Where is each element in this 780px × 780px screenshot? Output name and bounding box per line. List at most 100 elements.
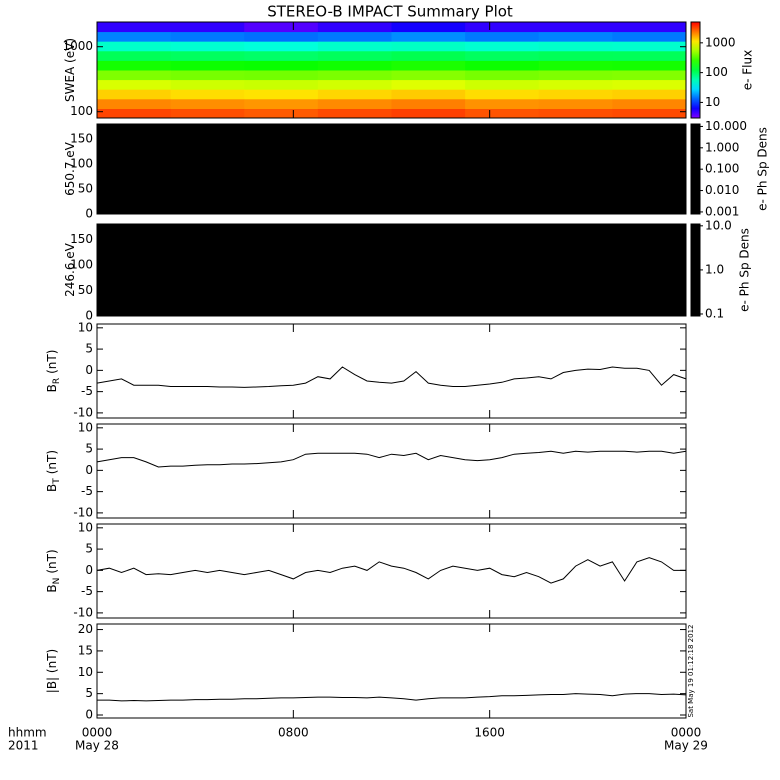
y-tick-label: 100 bbox=[70, 157, 93, 171]
flux-cell bbox=[391, 41, 466, 52]
flux-cell bbox=[465, 89, 540, 100]
y-label-sub: N bbox=[52, 578, 62, 585]
flux-cell bbox=[465, 98, 540, 110]
panel-frame bbox=[96, 623, 687, 719]
flux-cell bbox=[538, 60, 613, 71]
y-tick-label: 0 bbox=[85, 563, 93, 577]
flux-cell bbox=[391, 31, 466, 42]
field-trace bbox=[96, 557, 686, 584]
y-label-main: SWEA (eV) bbox=[63, 38, 77, 102]
flux-cell bbox=[170, 41, 245, 52]
colorbar bbox=[690, 123, 701, 215]
flux-cell bbox=[538, 108, 613, 119]
flux-cell bbox=[465, 60, 540, 71]
flux-cell bbox=[244, 41, 319, 52]
colorbar-tick-label: 0.010 bbox=[705, 183, 739, 197]
y-tick-label: 5 bbox=[85, 686, 93, 700]
flux-cell bbox=[391, 60, 466, 71]
x-tick-label: 0000 bbox=[82, 726, 113, 740]
flux-cell bbox=[391, 79, 466, 90]
flux-cell bbox=[538, 50, 613, 61]
flux-cell bbox=[465, 79, 540, 90]
y-tick-label: 5 bbox=[85, 342, 93, 356]
y-tick-label: 10 bbox=[78, 320, 93, 334]
colorbar-tick-label: 0.100 bbox=[705, 162, 739, 176]
colorbar-tick-label: 1.000 bbox=[705, 140, 739, 154]
flux-cell bbox=[612, 98, 687, 110]
flux-cell bbox=[170, 79, 245, 90]
colorbar-tick-label: 10 bbox=[705, 95, 720, 109]
flux-cell bbox=[244, 108, 319, 119]
flux-cell bbox=[317, 98, 392, 110]
x-tick-label: 0000 bbox=[671, 726, 702, 740]
panel-frame bbox=[96, 323, 687, 419]
panel-frame bbox=[96, 523, 687, 619]
y-axis-label: BT (nT) bbox=[45, 450, 62, 492]
timestamp: Sat May 19 01:12:18 2012 bbox=[687, 624, 695, 717]
flux-cell bbox=[612, 50, 687, 61]
y-label-unit: (nT) bbox=[45, 450, 59, 474]
y-label-sub: T bbox=[52, 478, 62, 485]
flux-cell bbox=[170, 31, 245, 42]
flux-cell bbox=[538, 79, 613, 90]
panel-frame bbox=[96, 21, 687, 119]
flux-cell bbox=[97, 108, 172, 119]
y-tick-label: 50 bbox=[78, 182, 93, 196]
colorbar-tick-label: 10.0 bbox=[705, 218, 732, 232]
flux-cell bbox=[317, 70, 392, 81]
flux-cell bbox=[317, 108, 392, 119]
y-label-unit: (nT) bbox=[45, 549, 59, 573]
flux-cell bbox=[97, 98, 172, 110]
flux-cell bbox=[170, 50, 245, 61]
flux-cell bbox=[538, 22, 613, 33]
y-tick-label: 50 bbox=[78, 283, 93, 297]
flux-cell bbox=[391, 70, 466, 81]
pitch-angle-image bbox=[97, 224, 686, 316]
y-tick-label: 0 bbox=[85, 708, 93, 722]
y-tick-label: 5 bbox=[85, 542, 93, 556]
flux-cell bbox=[391, 22, 466, 33]
flux-cell bbox=[244, 22, 319, 33]
y-tick-label: 0 bbox=[85, 207, 93, 221]
colorbar-tick-label: 1.0 bbox=[705, 262, 724, 276]
flux-cell bbox=[170, 22, 245, 33]
flux-cell bbox=[391, 89, 466, 100]
colorbar-label: e- Flux bbox=[741, 50, 755, 90]
flux-cell bbox=[538, 89, 613, 100]
flux-cell bbox=[317, 50, 392, 61]
x-date-label: May 28 bbox=[75, 739, 119, 753]
y-label-main: B bbox=[45, 384, 59, 392]
y-tick-label: 10 bbox=[78, 665, 93, 679]
flux-cell bbox=[170, 108, 245, 119]
flux-cell bbox=[612, 41, 687, 52]
flux-cell bbox=[538, 31, 613, 42]
flux-cell bbox=[612, 31, 687, 42]
flux-cell bbox=[244, 79, 319, 90]
chart-title: STEREO-B IMPACT Summary Plot bbox=[267, 3, 513, 21]
flux-cell bbox=[170, 70, 245, 81]
flux-cell bbox=[97, 31, 172, 42]
flux-cell bbox=[244, 70, 319, 81]
colorbar-tick-label: 100 bbox=[705, 65, 728, 79]
colorbar-tick-label: 1000 bbox=[705, 35, 736, 49]
flux-cell bbox=[97, 50, 172, 61]
flux-cell bbox=[612, 108, 687, 119]
y-tick-label: 100 bbox=[70, 257, 93, 271]
flux-cell bbox=[97, 22, 172, 33]
flux-cell bbox=[612, 22, 687, 33]
flux-cell bbox=[465, 41, 540, 52]
y-axis-label: BN (nT) bbox=[45, 549, 62, 592]
pitch-angle-image bbox=[97, 124, 686, 214]
flux-cell bbox=[244, 89, 319, 100]
y-label-main: 246.6 eV bbox=[63, 242, 77, 297]
flux-cell bbox=[391, 98, 466, 110]
y-tick-label: 0 bbox=[85, 463, 93, 477]
x-axis-label: hhmm bbox=[8, 726, 47, 740]
flux-cell bbox=[538, 98, 613, 110]
flux-cell bbox=[465, 70, 540, 81]
y-tick-label: 150 bbox=[70, 132, 93, 146]
x-date-label: May 29 bbox=[664, 739, 708, 753]
y-axis-label: |B| (nT) bbox=[45, 649, 59, 693]
flux-cell bbox=[465, 31, 540, 42]
